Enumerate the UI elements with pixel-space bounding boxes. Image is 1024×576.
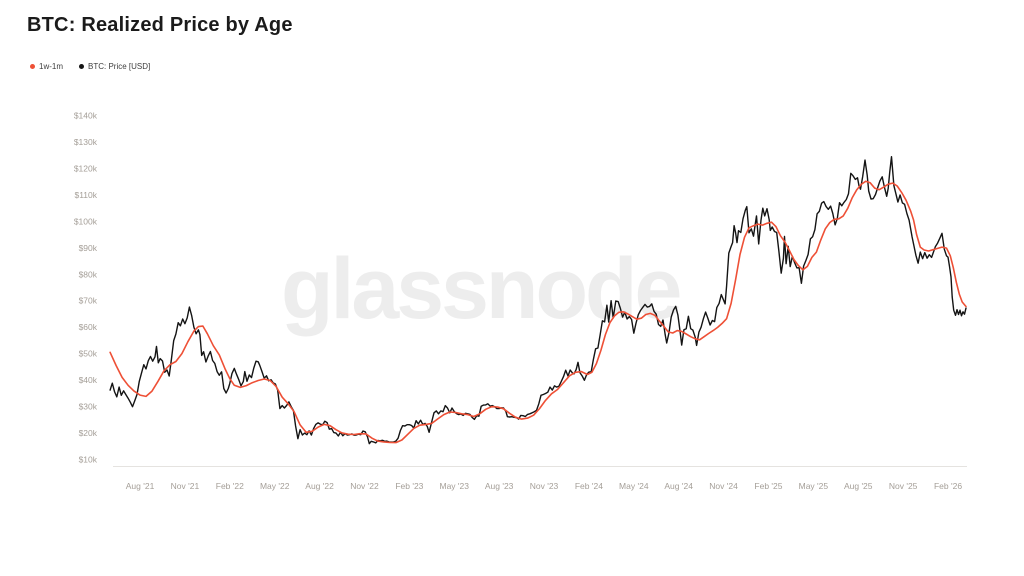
x-tick-label: Aug '24 [664,481,693,491]
series-line-1w-1m [109,180,967,444]
y-tick-label: $120k [74,164,98,174]
x-tick-label: May '23 [439,481,469,491]
x-tick-label: Feb '23 [395,481,423,491]
x-tick-label: Nov '22 [350,481,379,491]
legend-item-label: 1w-1m [39,62,64,71]
x-tick-label: May '25 [799,481,829,491]
y-tick-label: $40k [79,375,98,385]
legend-item-btc-price: BTC: Price [USD] [79,62,150,71]
series-line-btc-price-usd [109,155,967,445]
x-tick-label: Feb '25 [754,481,782,491]
x-tick-label: Nov '21 [171,481,200,491]
y-tick-label: $20k [79,428,98,438]
y-tick-label: $10k [79,454,98,464]
chart-legend: 1w-1m BTC: Price [USD] [30,62,150,71]
y-tick-label: $90k [79,243,98,253]
y-tick-label: $80k [79,269,98,279]
y-tick-label: $100k [74,216,98,226]
y-tick-label: $60k [79,322,98,332]
x-tick-label: Aug '21 [126,481,155,491]
x-tick-label: May '24 [619,481,649,491]
x-tick-label: Feb '22 [216,481,244,491]
x-tick-label: Feb '24 [575,481,603,491]
y-tick-label: $70k [79,296,98,306]
legend-item-1w-1m: 1w-1m [30,62,63,71]
x-tick-label: Aug '25 [844,481,873,491]
legend-item-label: BTC: Price [USD] [88,62,151,71]
x-tick-label: Feb '26 [934,481,962,491]
legend-dot-icon [79,64,85,69]
x-tick-label: Aug '23 [485,481,514,491]
x-tick-label: Nov '25 [889,481,918,491]
y-tick-label: $110k [74,190,97,200]
x-tick-label: Nov '23 [530,481,559,491]
x-tick-label: Aug '22 [305,481,334,491]
y-tick-label: $50k [79,349,98,359]
x-tick-label: Nov '24 [709,481,738,491]
page-title: BTC: Realized Price by Age [27,14,293,36]
y-tick-label: $30k [79,401,98,411]
page-footer: © 2026 Glassnode. All Rights Reserved. g… [0,520,1024,576]
x-tick-label: May '22 [260,481,290,491]
y-tick-label: $140k [74,111,98,121]
y-tick-label: $130k [74,137,98,147]
legend-dot-icon [30,64,35,69]
